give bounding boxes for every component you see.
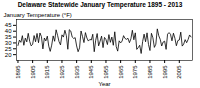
svg-text:1955: 1955 (103, 65, 109, 79)
svg-text:1965: 1965 (118, 65, 124, 79)
svg-text:1975: 1975 (132, 65, 138, 79)
svg-text:20: 20 (5, 52, 12, 58)
svg-text:1925: 1925 (59, 65, 65, 79)
svg-text:1915: 1915 (44, 65, 50, 79)
svg-text:1995: 1995 (162, 65, 168, 79)
svg-text:25: 25 (5, 46, 12, 52)
svg-text:35: 35 (5, 34, 12, 40)
svg-text:45: 45 (5, 22, 12, 28)
svg-text:January Temperature (°F): January Temperature (°F) (4, 12, 72, 18)
svg-text:2005: 2005 (176, 65, 182, 79)
svg-text:1935: 1935 (74, 65, 80, 79)
svg-text:40: 40 (5, 28, 12, 34)
svg-text:1985: 1985 (147, 65, 153, 79)
svg-text:1945: 1945 (88, 65, 94, 79)
svg-text:1895: 1895 (15, 65, 21, 79)
svg-text:1905: 1905 (30, 65, 36, 79)
svg-text:Year: Year (98, 81, 110, 87)
svg-text:30: 30 (5, 40, 12, 46)
html-text:Delaware Statewide January Tem: Delaware Statewide January Temperature 1… (17, 1, 183, 8)
